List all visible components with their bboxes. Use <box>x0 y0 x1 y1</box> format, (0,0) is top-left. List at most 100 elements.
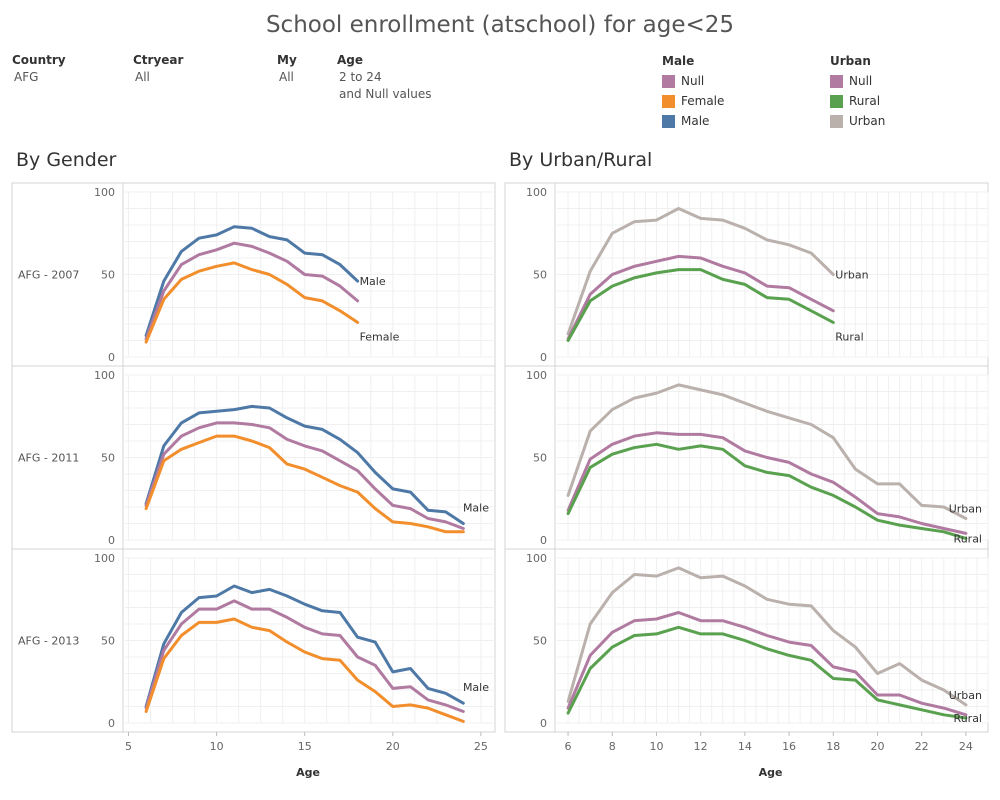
legend-item-male[interactable]: Male <box>662 111 724 131</box>
y-tick-label: 0 <box>108 534 115 547</box>
page-title: School enrollment (atschool) for age<25 <box>265 12 735 38</box>
filter-ctryear-label: Ctryear <box>133 53 184 67</box>
filter-age-range: 2 to 24 <box>339 70 382 84</box>
y-tick-label: 0 <box>540 534 547 547</box>
legend-item-null[interactable]: Null <box>662 71 724 91</box>
y-tick-label: 50 <box>533 635 547 648</box>
series-line-null <box>566 611 968 717</box>
series-line-male <box>144 404 465 525</box>
legend-item-urban[interactable]: Urban <box>830 111 885 131</box>
y-tick-label: 50 <box>533 269 547 282</box>
x-tick-label: 5 <box>125 740 132 753</box>
series-end-label: Rural <box>835 330 863 343</box>
row-label: AFG - 2011 <box>18 452 79 465</box>
series-end-label: Rural <box>954 712 982 725</box>
legend-gender: Male Null Female Male <box>662 54 724 131</box>
legend-gender-title: Male <box>662 54 695 68</box>
series-end-label: Urban <box>835 269 868 282</box>
series-line-urban <box>566 383 968 520</box>
y-tick-label: 0 <box>108 717 115 730</box>
legend-swatch <box>662 114 675 128</box>
x-tick-label: 15 <box>298 740 312 753</box>
filter-country-value: AFG <box>14 70 39 84</box>
filter-country[interactable]: Country AFG <box>12 53 66 86</box>
series-line-null <box>144 421 465 530</box>
y-tick-label: 100 <box>94 186 115 199</box>
x-axis-title: Age <box>759 766 783 779</box>
section-title-gender: By Gender <box>16 149 117 171</box>
series-line-urban <box>566 207 835 336</box>
filter-country-label: Country <box>12 53 66 67</box>
x-tick-label: 12 <box>694 740 708 753</box>
legend-label: Rural <box>849 94 881 108</box>
y-tick-label: 0 <box>540 717 547 730</box>
legend-item-female[interactable]: Female <box>662 91 724 111</box>
legend-label: Null <box>849 74 873 88</box>
x-tick-label: 20 <box>870 740 884 753</box>
filter-age-label: Age <box>337 53 364 67</box>
x-tick-label: 10 <box>649 740 663 753</box>
series-line-male <box>144 225 360 338</box>
series-line-null <box>144 599 465 713</box>
filter-age-value: 2 to 24 and Null values <box>339 69 431 103</box>
y-tick-label: 100 <box>526 186 547 199</box>
x-tick-label: 16 <box>782 740 796 753</box>
row-label: AFG - 2013 <box>18 635 79 648</box>
series-line-rural <box>566 268 835 342</box>
series-end-label: Male <box>463 502 489 515</box>
row-label: AFG - 2007 <box>18 269 79 282</box>
x-tick-label: 18 <box>826 740 840 753</box>
legend-swatch <box>830 94 843 108</box>
legend-swatch <box>830 114 843 128</box>
series-end-label: Male <box>360 275 386 288</box>
legend-item-null[interactable]: Null <box>830 71 885 91</box>
section-title-urban: By Urban/Rural <box>509 149 653 171</box>
series-end-label: Rural <box>954 532 982 545</box>
series-line-female <box>144 617 465 723</box>
series-end-label: Urban <box>949 689 982 702</box>
legend-item-rural[interactable]: Rural <box>830 91 885 111</box>
filter-my-value: All <box>279 70 294 84</box>
filter-age-null: and Null values <box>339 87 432 101</box>
y-tick-label: 100 <box>94 552 115 565</box>
x-tick-label: 10 <box>210 740 224 753</box>
filter-my-label: My <box>277 53 297 67</box>
legend-label: Male <box>681 114 710 128</box>
x-tick-label: 25 <box>474 740 488 753</box>
y-tick-label: 100 <box>526 552 547 565</box>
y-tick-label: 100 <box>94 369 115 382</box>
filter-ctryear[interactable]: Ctryear All <box>133 53 183 86</box>
legend-label: Null <box>681 74 705 88</box>
x-axis-title: Age <box>296 766 320 779</box>
x-tick-label: 6 <box>565 740 572 753</box>
x-tick-label: 24 <box>959 740 973 753</box>
y-tick-label: 50 <box>101 635 115 648</box>
series-line-rural <box>566 442 968 540</box>
y-tick-label: 50 <box>533 452 547 465</box>
series-line-null <box>566 254 835 341</box>
legend-label: Female <box>681 94 725 108</box>
filter-ctryear-value: All <box>135 70 150 84</box>
y-tick-label: 0 <box>540 351 547 364</box>
y-tick-label: 100 <box>526 369 547 382</box>
series-line-male <box>144 584 465 708</box>
legend-urban-title: Urban <box>830 54 871 68</box>
filter-my[interactable]: My All <box>277 53 297 86</box>
x-tick-label: 20 <box>386 740 400 753</box>
y-tick-label: 50 <box>101 269 115 282</box>
x-tick-label: 14 <box>738 740 752 753</box>
series-line-female <box>144 261 360 344</box>
series-line-rural <box>566 625 968 720</box>
x-tick-label: 22 <box>915 740 929 753</box>
series-line-null <box>144 241 360 341</box>
series-line-female <box>144 434 465 534</box>
x-tick-label: 8 <box>609 740 616 753</box>
series-end-label: Female <box>360 330 400 343</box>
filter-age[interactable]: Age 2 to 24 and Null values <box>337 53 431 103</box>
legend-urban: Urban Null Rural Urban <box>830 54 885 131</box>
series-end-label: Male <box>463 681 489 694</box>
series-line-urban <box>566 566 968 707</box>
legend-label: Urban <box>849 114 886 128</box>
legend-swatch <box>830 74 843 88</box>
